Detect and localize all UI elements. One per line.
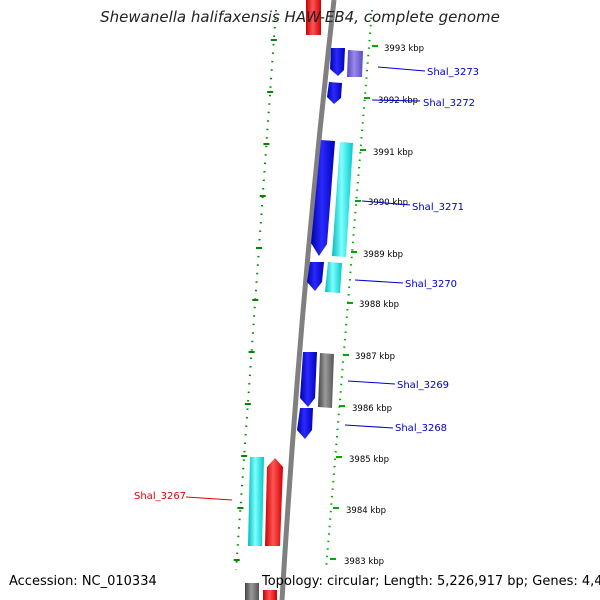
gene-label-shal-3269[interactable]: Shal_3269 xyxy=(397,380,449,391)
map-title: Shewanella halifaxensis HAW-EB4, complet… xyxy=(100,8,500,26)
gene-label-shal-3272[interactable]: Shal_3272 xyxy=(423,98,475,109)
kbp-scale: 3993 kbp 3992 kbp 3991 kbp 3990 kbp 3989… xyxy=(330,44,424,567)
kbp-label: 3988 kbp xyxy=(359,300,399,310)
gene-labels: Shal_3273 Shal_3272 Shal_3271 Shal_3270 … xyxy=(134,66,479,502)
kbp-label: 3993 kbp xyxy=(384,44,424,54)
inner-track-line xyxy=(235,9,277,571)
gene-shal-3269 xyxy=(300,352,317,407)
kbp-label: 3984 kbp xyxy=(346,506,386,516)
gene-shal-3271 xyxy=(311,140,335,256)
gc-skew-ticks xyxy=(233,39,277,561)
kbp-label: 3991 kbp xyxy=(373,148,413,158)
gene-shal-3267 xyxy=(265,458,283,546)
gene-label-shal-3270[interactable]: Shal_3270 xyxy=(405,279,457,290)
accession-text: Accession: NC_010334 xyxy=(9,574,157,589)
cog-shal-3271 xyxy=(332,142,353,257)
cog-shal-3270 xyxy=(325,262,342,293)
rna-feature-top xyxy=(306,0,321,35)
cog-shal-3273 xyxy=(347,50,363,77)
gene-label-shal-3273[interactable]: Shal_3273 xyxy=(427,67,479,78)
topology-summary: Topology: circular; Length: 5,226,917 bp… xyxy=(262,574,600,589)
gene-label-shal-3271[interactable]: Shal_3271 xyxy=(412,202,464,213)
kbp-label: 3985 kbp xyxy=(349,455,389,465)
gene-label-shal-3268[interactable]: Shal_3268 xyxy=(395,423,447,434)
kbp-label: 3989 kbp xyxy=(363,250,403,260)
kbp-label: 3987 kbp xyxy=(355,352,395,362)
cog-shal-3267 xyxy=(248,457,264,546)
kbp-label: 3986 kbp xyxy=(352,404,392,414)
gene-shal-3273 xyxy=(330,48,345,76)
cog-shal-3269 xyxy=(318,353,334,408)
gene-shal-3272 xyxy=(327,82,342,104)
kbp-label: 3983 kbp xyxy=(344,557,384,567)
feature-bottom-red xyxy=(263,590,277,600)
feature-bottom-gray xyxy=(245,583,259,600)
gene-shal-3270 xyxy=(307,262,324,291)
genome-backbone xyxy=(279,0,337,600)
gene-label-shal-3267[interactable]: Shal_3267 xyxy=(134,491,186,502)
gene-shal-3268 xyxy=(297,408,313,439)
